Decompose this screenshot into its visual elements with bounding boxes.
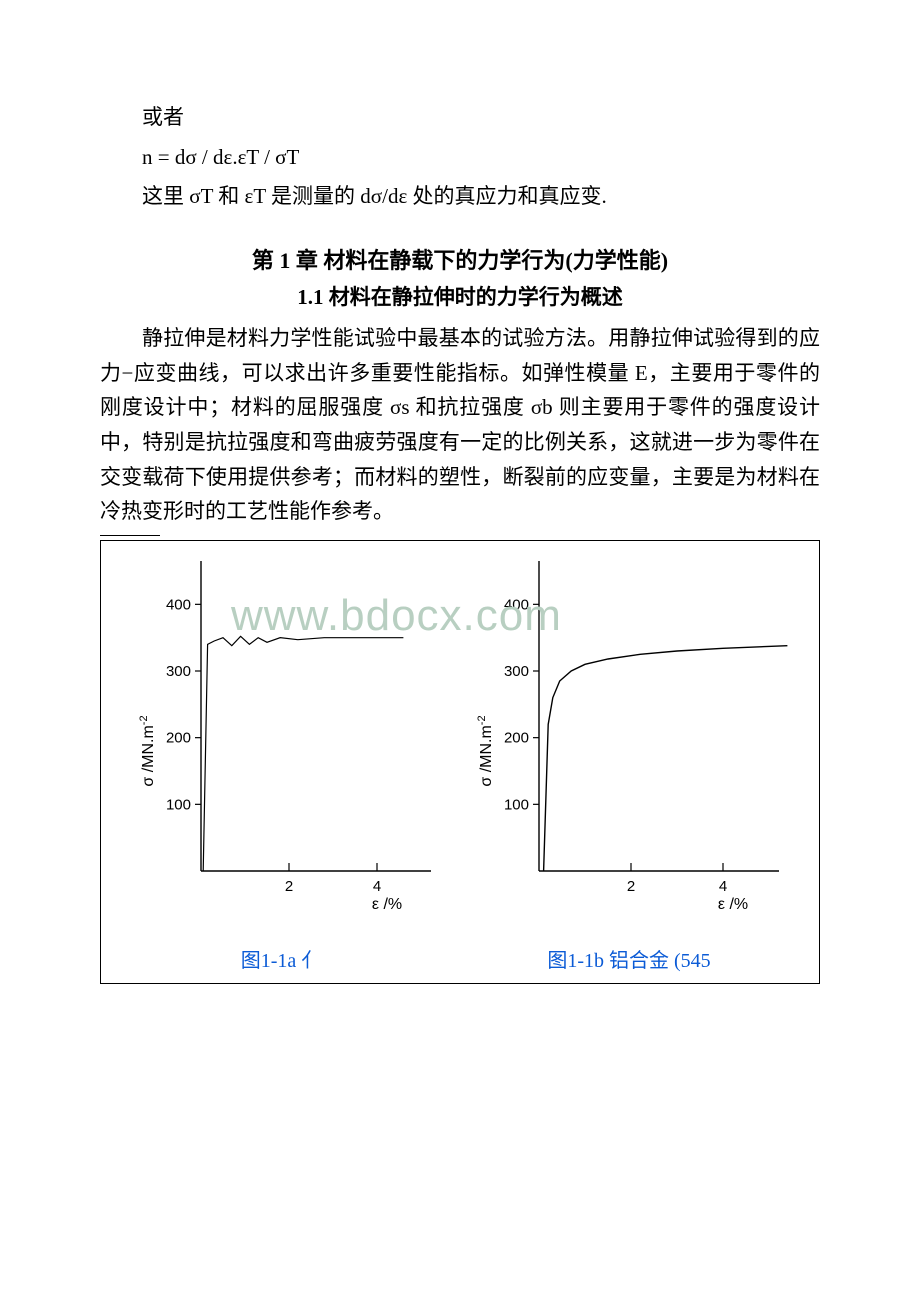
chart-right-cell: 100 200 300 400 2 4 σ /MN.m-2 ε /% 图1-1b 铝合金 (5… — [459, 551, 799, 973]
svg-text:σ /MN.m-2: σ /MN.m-2 — [138, 715, 157, 786]
text-line-equation: n = dσ / dε.εT / σT — [100, 140, 820, 176]
svg-text:ε /%: ε /% — [718, 896, 748, 913]
svg-text:300: 300 — [504, 663, 529, 680]
text-line-or: 或者 — [100, 100, 820, 136]
chart-right-svg: 100 200 300 400 2 4 σ /MN.m-2 ε /% — [459, 551, 799, 931]
chapter-heading: 第 1 章 材料在静载下的力学行为(力学性能) — [100, 243, 820, 275]
svg-text:300: 300 — [166, 663, 191, 680]
charts-container: www.bdocx.com 10020030040024σ /MN.m-2ε /… — [100, 540, 820, 984]
chart-left-caption: 图1-1a 亻 — [121, 944, 441, 973]
svg-text:400: 400 — [166, 596, 191, 613]
svg-text:200: 200 — [504, 730, 529, 747]
svg-text:4: 4 — [373, 878, 381, 895]
section-heading: 1.1 材料在静拉伸时的力学行为概述 — [100, 281, 820, 311]
svg-text:4: 4 — [719, 878, 727, 895]
chart-left-cell: 100 200 300 400 2 4 σ /MN.m-2 ε /% 图1-1a 亻 — [121, 551, 441, 973]
body-paragraph: 静拉伸是材料力学性能试验中最基本的试验方法。用静拉伸试验得到的应力−应变曲线，可… — [100, 321, 820, 529]
svg-text:100: 100 — [166, 796, 191, 813]
chart-right-caption: 图1-1b 铝合金 (545 — [459, 944, 799, 973]
chart-left-svg: 100 200 300 400 2 4 σ /MN.m-2 ε /% — [121, 551, 441, 931]
svg-text:100: 100 — [504, 796, 529, 813]
svg-text:2: 2 — [627, 878, 635, 895]
svg-text:σ /MN.m-2: σ /MN.m-2 — [476, 715, 495, 786]
divider-line — [100, 535, 160, 536]
svg-text:200: 200 — [166, 730, 191, 747]
svg-text:2: 2 — [285, 878, 293, 895]
text-line-description: 这里 σT 和 εT 是测量的 dσ/dε 处的真应力和真应变. — [100, 179, 820, 215]
svg-text:ε /%: ε /% — [372, 896, 402, 913]
svg-text:400: 400 — [504, 596, 529, 613]
